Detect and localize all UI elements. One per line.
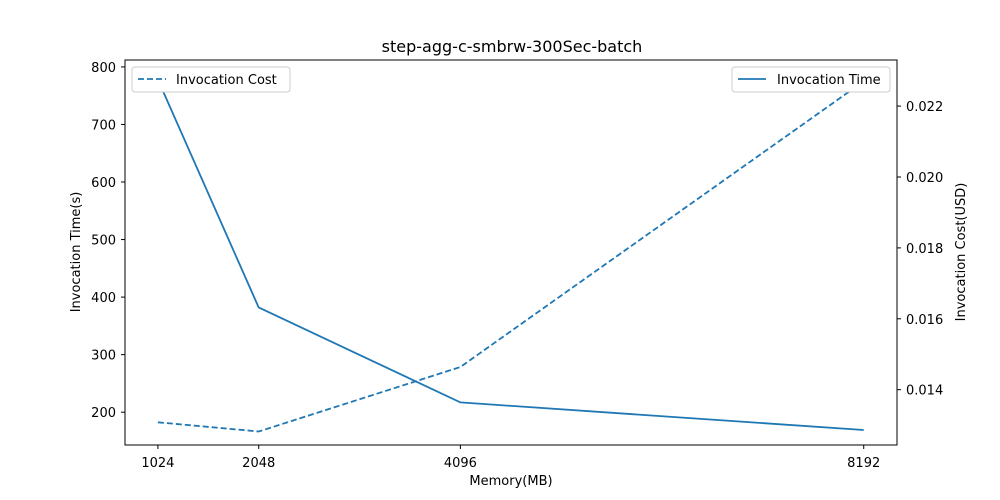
right-y-tick-label: 0.020 bbox=[906, 171, 943, 186]
left-y-tick-label: 800 bbox=[91, 61, 116, 76]
right-y-tick-label: 0.014 bbox=[906, 384, 943, 399]
legend-cost-box bbox=[131, 66, 291, 93]
left-y-tick-label: 400 bbox=[91, 291, 116, 306]
left-y-tick-label: 600 bbox=[91, 176, 116, 191]
left-y-axis: 200 300 400 500 600 700 800 bbox=[91, 61, 125, 421]
legend-time-box bbox=[731, 66, 891, 93]
legend-cost-label: Invocation Cost bbox=[176, 73, 277, 88]
left-y-tick-label: 700 bbox=[91, 118, 116, 133]
x-tick-label: 8192 bbox=[847, 456, 880, 471]
left-y-tick-label: 200 bbox=[91, 406, 116, 421]
right-y-tick-label: 0.016 bbox=[906, 313, 943, 328]
right-y-tick-label: 0.022 bbox=[906, 100, 943, 115]
legend-time-label: Invocation Time bbox=[777, 73, 881, 88]
cost-line bbox=[157, 80, 865, 433]
right-y-axis-label: Invocation Cost(USD) bbox=[954, 183, 969, 322]
x-tick-label: 2048 bbox=[242, 456, 275, 471]
right-y-axis: 0.014 0.016 0.018 0.020 0.022 bbox=[897, 100, 943, 399]
series-layer bbox=[157, 79, 865, 433]
x-tick-label: 4096 bbox=[444, 456, 477, 471]
left-y-tick-label: 300 bbox=[91, 349, 116, 364]
plot-frame bbox=[124, 59, 898, 446]
x-tick-label: 1024 bbox=[141, 456, 174, 471]
right-y-tick-label: 0.018 bbox=[906, 242, 943, 257]
x-axis: 1024 2048 4096 8192 bbox=[141, 445, 880, 471]
left-y-axis-label: Invocation Time(s) bbox=[69, 192, 84, 313]
legend-time: Invocation Time bbox=[731, 66, 891, 93]
time-line bbox=[157, 79, 864, 431]
left-y-tick-label: 500 bbox=[91, 234, 116, 249]
chart-title: step-agg-c-smbrw-300Sec-batch bbox=[382, 37, 643, 56]
x-axis-label: Memory(MB) bbox=[469, 474, 552, 489]
legend-cost: Invocation Cost bbox=[131, 66, 291, 93]
